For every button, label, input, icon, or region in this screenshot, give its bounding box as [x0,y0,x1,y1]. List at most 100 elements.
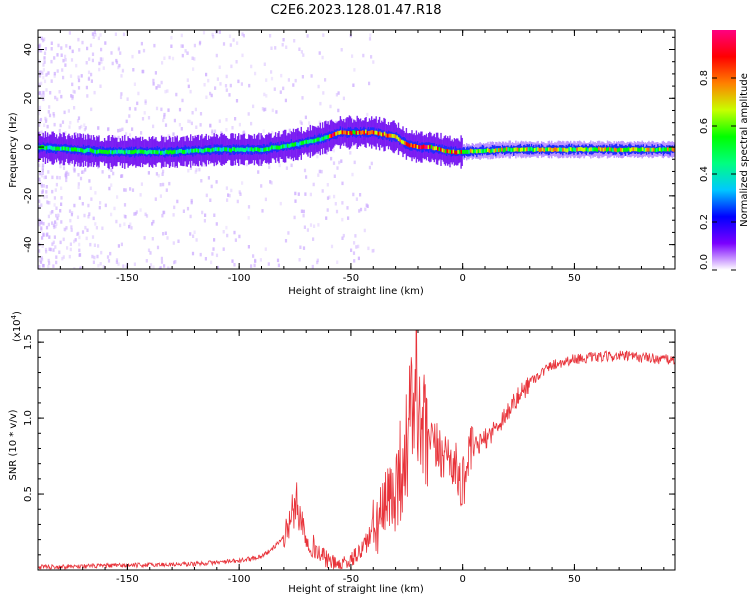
spectrogram-noise-cell [285,45,288,49]
spectrogram-noise-cell [125,132,128,136]
spectrogram-noise-cell [193,43,196,48]
spectrogram-noise-cell [162,182,165,187]
spectrogram-peak-cell [282,144,284,149]
spectrogram-peak-cell [70,147,73,152]
spectrogram-noise-cell [128,106,131,111]
spectrogram-noise-cell [43,195,46,199]
spectrogram-noise-cell [84,168,87,172]
spectrogram-noise-cell [76,215,80,219]
spectrogram-noise-cell [40,256,43,260]
spectrogram-frame [37,29,676,270]
spectrogram-noise-cell [77,116,81,120]
spectrogram-noise-cell [143,236,146,240]
spectrogram-noise-cell [90,72,93,77]
spectrogram-noise-cell [189,232,192,236]
spectrogram-peak-cell [214,147,217,151]
spectrogram-peak-cell [498,148,500,153]
spectrogram-noise-cell [101,226,104,230]
spectrogram-noise-cell [372,60,375,64]
spectrogram-peak-cell [316,137,319,142]
spectrogram-noise-cell [59,123,62,128]
spectrogram-noise-cell [362,53,365,58]
spectrogram-peak-cell [371,130,373,134]
spectrogram-peak-cell [361,130,364,135]
spectrogram-noise-cell [40,221,43,225]
spectrogram-noise-cell [38,177,41,182]
spectrogram-noise-cell [189,214,192,219]
spectrogram-peak-cell [499,148,502,152]
spectrogram-noise-cell [53,235,56,239]
spectrogram-noise-cell [235,60,238,64]
spectrogram-noise-cell [154,71,157,75]
spectrogram-noise-cell [101,170,104,174]
spectrogram-noise-cell [259,258,262,262]
spectrogram-noise-cell [52,264,55,268]
spectrogram-noise-cell [247,112,250,116]
spectrogram-noise-cell [133,82,136,86]
spectrogram-noise-cell [270,181,273,185]
spectrogram-peak-cell [202,149,204,154]
spectrogram-noise-cell [141,117,145,121]
spectrogram-peak-cell [161,150,164,155]
x-tick-label: -150 [116,273,139,284]
spectrogram-noise-cell [203,219,206,223]
spectrogram-peak-cell [422,144,425,149]
spectrogram-noise-cell [368,165,371,170]
spectrogram-noise-cell [59,240,62,245]
spectrogram-noise-cell [52,248,55,252]
spectrogram-noise-cell [45,233,48,237]
spectrogram-noise-cell [129,222,132,226]
spectrogram-peak-cell [188,149,190,154]
spectrogram-peak-cell [257,147,259,152]
spectrogram-peak-cell [77,147,79,152]
spectrogram-noise-cell [342,233,345,238]
spectrogram-noise-cell [90,79,93,83]
spectrogram-peak-cell [167,150,170,155]
spectrogram-noise-cell [94,191,97,195]
spectrogram-noise-cell [211,252,214,256]
spectrogram-noise-cell [60,53,63,57]
spectrogram-noise-cell [163,210,166,215]
spectrogram-noise-cell [49,211,52,215]
spectrogram-noise-cell [300,50,303,54]
spectrogram-noise-cell [222,42,226,46]
spectrogram-noise-cell [43,56,46,60]
spectrogram-peak-cell [58,146,60,151]
spectrogram-peak-cell [648,147,650,152]
spectrogram-noise-cell [254,71,257,76]
spectrogram-noise-cell [114,32,117,36]
spectrogram-noise-cell [340,159,343,163]
spectrogram-noise-cell [117,244,120,248]
spectrogram-peak-cell [297,142,300,147]
spectrogram-peak-cell [419,145,422,150]
spectrogram-noise-cell [86,228,89,232]
spectrogram-noise-cell [162,169,165,174]
colorbar-label: Normalized spectral amplitude [739,73,750,227]
spectrogram-peak-cell [415,143,417,148]
spectrogram-noise-cell [89,162,92,166]
spectrogram-peak-cell [136,150,139,155]
spectrogram-peak-cell [447,149,450,154]
spectrogram-noise-cell [76,232,79,236]
spectrogram-noise-cell [110,183,113,187]
spectrogram-peak-cell [127,150,129,155]
spectrogram-noise-cell [115,258,119,262]
spectrogram-peak-cell [416,145,419,149]
spectrogram-noise-cell [341,236,344,240]
colorbar-tick-label: 0.4 [699,166,710,182]
spectrogram-noise-cell [81,230,85,234]
spectrogram-noise-cell [287,78,290,82]
spectrogram-peak-cell [178,148,181,153]
spectrogram-noise-cell [228,93,231,97]
spectrogram-peak-cell [663,147,666,152]
spectrogram-peak-cell [200,148,203,153]
spectrogram-noise-cell [84,126,87,130]
spectrogram-noise-cell [41,236,44,240]
spectrogram-peak-cell [618,147,621,152]
spectrogram-noise-cell [372,248,375,253]
spectrogram-noise-cell [302,213,305,218]
spectrogram-noise-cell [58,176,61,180]
spectrogram-noise-cell [55,260,58,265]
spectrogram-peak-cell [660,148,663,153]
spectrogram-noise-cell [42,163,45,168]
